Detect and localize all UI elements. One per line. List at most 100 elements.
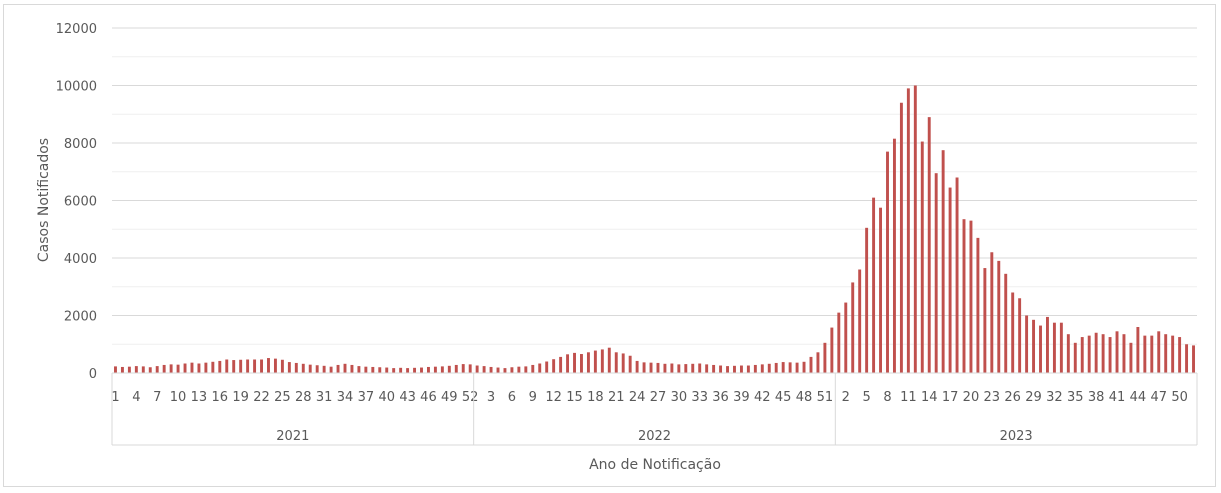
bar bbox=[948, 187, 952, 373]
bar bbox=[1143, 335, 1147, 374]
bar bbox=[1011, 292, 1015, 373]
bar bbox=[920, 141, 924, 373]
bar bbox=[788, 362, 792, 373]
x-tick-label: 41 bbox=[1109, 390, 1126, 405]
gridlines bbox=[112, 27, 1197, 374]
bar bbox=[496, 367, 500, 373]
bar bbox=[566, 354, 570, 373]
bar bbox=[941, 150, 945, 373]
bar bbox=[343, 363, 347, 373]
bar bbox=[1046, 316, 1049, 373]
x-tick-label: 30 bbox=[671, 390, 688, 405]
bar bbox=[691, 363, 695, 373]
y-tick-label: 8000 bbox=[64, 137, 97, 152]
x-tick-label: 39 bbox=[733, 390, 750, 405]
bar bbox=[913, 85, 917, 373]
bar bbox=[141, 366, 145, 373]
x-tick-label: 37 bbox=[358, 390, 375, 405]
year-group-label: 2023 bbox=[1000, 429, 1033, 444]
x-tick-label: 32 bbox=[1046, 390, 1063, 405]
x-tick-label: 42 bbox=[754, 390, 771, 405]
bar bbox=[1185, 344, 1189, 373]
x-tick-label: 16 bbox=[212, 390, 229, 405]
x-tick-label: 17 bbox=[942, 390, 959, 405]
x-tick-label: 23 bbox=[984, 390, 1001, 405]
bar bbox=[204, 362, 208, 373]
y-tick-label: 10000 bbox=[56, 80, 97, 95]
bar bbox=[454, 364, 458, 373]
bar bbox=[712, 364, 716, 373]
x-tick-label: 50 bbox=[1171, 390, 1188, 405]
bar bbox=[392, 368, 396, 373]
bar bbox=[934, 173, 938, 373]
bar bbox=[1066, 334, 1070, 373]
bar bbox=[1171, 335, 1175, 374]
bar bbox=[649, 362, 653, 373]
bar bbox=[475, 365, 479, 373]
bar bbox=[1073, 342, 1077, 373]
x-tick-label: 51 bbox=[817, 390, 834, 405]
bar bbox=[357, 366, 361, 373]
bar bbox=[378, 367, 382, 373]
bar bbox=[781, 362, 785, 373]
bar bbox=[635, 360, 639, 373]
chart-frame bbox=[3, 4, 1216, 487]
bar bbox=[503, 368, 507, 373]
x-tick-label: 29 bbox=[1025, 390, 1042, 405]
bar bbox=[573, 352, 576, 374]
x-tick-label: 7 bbox=[153, 390, 161, 405]
bar bbox=[663, 363, 667, 373]
bar bbox=[1157, 331, 1161, 373]
bar bbox=[858, 269, 862, 373]
bar bbox=[879, 207, 882, 373]
bar bbox=[1018, 298, 1022, 373]
bar bbox=[197, 363, 201, 373]
x-tick-label: 18 bbox=[587, 390, 604, 405]
x-tick-label: 13 bbox=[191, 390, 208, 405]
x-tick-label: 27 bbox=[650, 390, 667, 405]
x-tick-label: 38 bbox=[1088, 390, 1105, 405]
x-tick-label: 34 bbox=[337, 390, 354, 405]
bar bbox=[260, 359, 263, 373]
bar bbox=[983, 268, 987, 373]
bar bbox=[162, 364, 166, 373]
x-tick-label: 36 bbox=[712, 390, 729, 405]
bar bbox=[586, 352, 590, 373]
y-tick-label: 0 bbox=[89, 367, 97, 382]
x-tick-label: 8 bbox=[883, 390, 891, 405]
bar bbox=[746, 365, 750, 373]
bar bbox=[120, 366, 124, 373]
bar bbox=[114, 366, 117, 373]
x-tick-label: 45 bbox=[775, 390, 792, 405]
x-tick-label: 20 bbox=[963, 390, 980, 405]
bar bbox=[315, 365, 319, 373]
y-tick-label: 6000 bbox=[64, 195, 97, 210]
bar bbox=[1004, 273, 1008, 373]
bar bbox=[267, 358, 270, 373]
bar bbox=[127, 366, 131, 373]
bar bbox=[698, 363, 702, 373]
bar bbox=[621, 353, 625, 373]
bar bbox=[246, 359, 250, 373]
bar bbox=[538, 363, 542, 373]
bar bbox=[461, 364, 465, 373]
bar bbox=[1059, 322, 1063, 373]
y-axis-title: Casos Notificados bbox=[36, 138, 52, 262]
bar bbox=[774, 362, 778, 373]
bar bbox=[753, 364, 757, 373]
bar bbox=[628, 355, 632, 373]
bar bbox=[545, 361, 549, 373]
bar bbox=[593, 350, 597, 373]
bar bbox=[1115, 331, 1119, 373]
bar bbox=[482, 366, 486, 373]
bar bbox=[733, 365, 736, 373]
x-tick-label: 24 bbox=[629, 390, 646, 405]
x-tick-label: 21 bbox=[608, 390, 625, 405]
bar bbox=[413, 367, 417, 373]
bar bbox=[872, 197, 876, 374]
bar bbox=[767, 363, 771, 373]
y-tick-label: 12000 bbox=[56, 22, 97, 37]
x-tick-label: 47 bbox=[1150, 390, 1167, 405]
